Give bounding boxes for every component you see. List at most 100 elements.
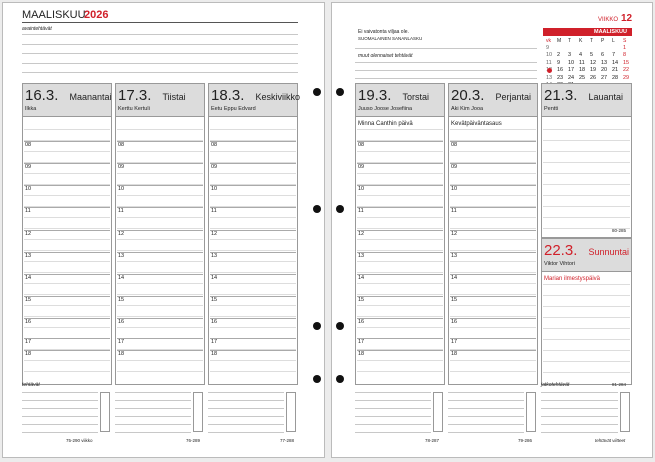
- rule: [22, 432, 98, 433]
- rule: [448, 408, 524, 409]
- rule: [24, 250, 110, 251]
- rule: [24, 261, 110, 262]
- hour-label: 17: [25, 339, 32, 345]
- rule: [357, 272, 443, 273]
- rule: [117, 140, 203, 141]
- hour-label: 16: [451, 319, 458, 325]
- rule: [357, 151, 443, 152]
- rule: [448, 392, 524, 393]
- calendar-weekday: L: [612, 38, 615, 44]
- calendar-day: 12: [590, 59, 597, 66]
- rule: [24, 318, 110, 319]
- rule: [357, 305, 443, 306]
- punch-hole: [313, 205, 321, 213]
- day-names: Viktor Vihtori: [544, 261, 575, 267]
- calendar-day: 21: [612, 67, 619, 74]
- calendar-day: 18: [579, 67, 586, 74]
- rule: [357, 228, 443, 229]
- rule: [117, 350, 203, 351]
- other-tasks-label: muut olennaiset tehtävät: [358, 53, 413, 59]
- rule: [355, 48, 537, 49]
- rule: [210, 141, 296, 142]
- rule: [117, 129, 203, 130]
- rule: [24, 173, 110, 174]
- rule: [355, 416, 431, 417]
- rule: [450, 261, 536, 262]
- rule: [543, 372, 630, 373]
- rule: [210, 318, 296, 319]
- rule: [24, 239, 110, 240]
- rule: [24, 163, 110, 164]
- day-weekday: Sunnuntai: [588, 247, 630, 257]
- hour-label: 11: [25, 208, 31, 214]
- day-names: Aki Kim Jooa: [451, 106, 484, 112]
- rule: [210, 195, 296, 196]
- rule: [24, 371, 110, 372]
- rule: [543, 328, 630, 329]
- rule: [24, 230, 110, 231]
- punch-hole: [313, 322, 321, 330]
- hour-label: 18: [211, 351, 218, 357]
- rule: [450, 327, 536, 328]
- day-note: Kevätpäiväntasaus: [451, 121, 502, 127]
- day-date: 19.3.: [358, 87, 392, 104]
- hour-label: 15: [358, 297, 365, 303]
- rule: [210, 305, 296, 306]
- rule: [450, 360, 536, 361]
- punch-hole: [313, 88, 321, 96]
- punch-hole: [336, 205, 344, 213]
- rule: [210, 360, 296, 361]
- day-header: [448, 83, 538, 117]
- rule: [357, 207, 443, 208]
- rule: [357, 350, 443, 351]
- calendar-day: 19: [590, 67, 597, 74]
- hour-label: 11: [451, 208, 457, 214]
- rule: [117, 250, 203, 251]
- month-title: MAALISKUU: [22, 9, 86, 21]
- rule: [450, 173, 536, 174]
- rule: [208, 424, 284, 425]
- rule: [543, 228, 630, 229]
- rule: [210, 163, 296, 164]
- rule: [24, 162, 110, 163]
- rule: [210, 239, 296, 240]
- rule: [210, 217, 296, 218]
- day-names: Ilkka: [25, 106, 37, 112]
- rule: [357, 360, 443, 361]
- rule: [24, 129, 110, 130]
- day-header: [22, 83, 112, 117]
- rule: [208, 400, 284, 401]
- rule: [117, 141, 203, 142]
- rule: [117, 349, 203, 350]
- rule: [357, 230, 443, 231]
- rule: [117, 274, 203, 275]
- rule: [543, 317, 630, 318]
- rule: [210, 349, 296, 350]
- rule: [210, 252, 296, 253]
- rule: [210, 173, 296, 174]
- rule: [115, 392, 191, 393]
- day-names: Juuso Joose Josefiina: [358, 106, 413, 112]
- calendar-day: 5: [590, 52, 594, 59]
- rule: [208, 416, 284, 417]
- rule: [24, 185, 110, 186]
- hour-label: 18: [358, 351, 365, 357]
- calendar-day: 17: [568, 67, 575, 74]
- rule: [450, 129, 536, 130]
- hour-label: 11: [118, 208, 124, 214]
- hour-label: 17: [118, 339, 125, 345]
- rule: [448, 424, 524, 425]
- rule: [541, 416, 618, 417]
- rule: [450, 162, 536, 163]
- calendar-day: 14: [612, 59, 619, 66]
- rule: [357, 316, 443, 317]
- calendar-week: 13: [546, 74, 553, 81]
- rule: [117, 228, 203, 229]
- quote: Ei vaivatonta viljaa ole.: [358, 29, 409, 35]
- calendar-weekday: K: [579, 38, 583, 44]
- rule: [357, 141, 443, 142]
- rule: [357, 217, 443, 218]
- week-number: 12: [621, 13, 633, 24]
- hour-label: 15: [211, 297, 218, 303]
- punch-hole: [336, 322, 344, 330]
